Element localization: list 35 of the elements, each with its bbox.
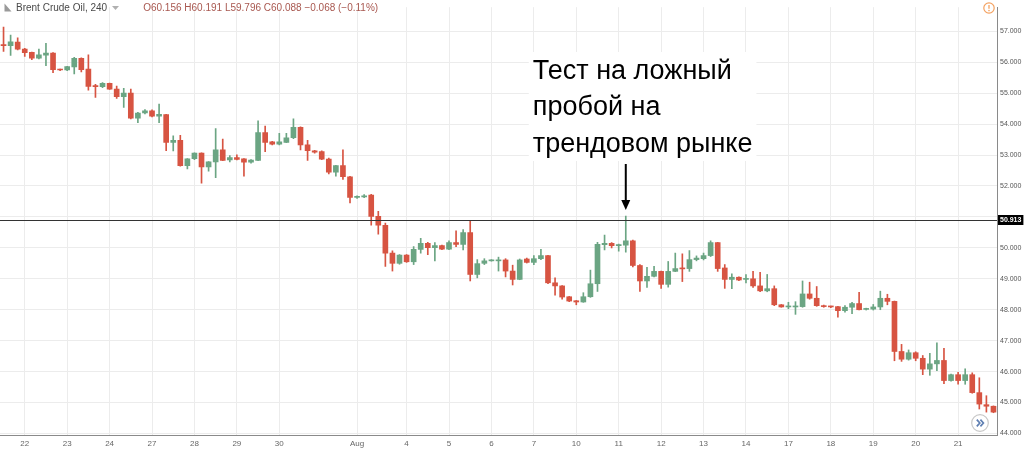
x-tick-label: 21 [953,439,964,448]
x-tick-label: 24 [105,439,115,448]
candlestick [757,271,763,293]
candlestick [170,135,177,152]
candlestick [927,353,933,376]
x-tick-label: 11 [614,439,624,448]
x-tick-label: 18 [826,439,836,448]
x-tick-label: 20 [911,439,921,448]
candlestick [453,230,459,247]
x-tick-label: 22 [20,439,30,448]
candlestick [934,342,940,371]
x-tick-label: 4 [404,439,410,448]
candlestick [743,274,749,284]
candlestick [729,273,735,290]
x-tick-label: 6 [489,439,495,448]
x-tick-label: 28 [190,439,200,448]
x-tick-label: 7 [531,439,537,448]
candlestick [120,87,127,108]
x-tick-label: 10 [571,439,582,448]
x-tick-label: 19 [868,439,879,448]
x-tick-label: 23 [62,439,73,448]
x-tick-label: 27 [147,439,158,448]
x-tick-label: 14 [741,439,751,448]
chart-subtitle: O60.156 H60.191 L59.796 C60.088 −0.068 (−0.11%) [143,2,379,13]
x-tick-label: Aug [349,439,365,448]
x-tick-label: 13 [699,439,709,448]
x-tick-label: 12 [656,439,667,448]
chart-title: Brent Crude Oil, 240 [16,2,108,13]
x-tick-label: 5 [446,439,452,448]
x-tick-label: 17 [783,439,794,448]
annotation: Тест на ложный пробой на трендовом рынке [532,55,753,158]
x-tick-label: 30 [274,439,285,448]
candlestick [432,242,438,262]
x-tick-label: 29 [232,439,242,448]
candlestick [764,274,771,293]
